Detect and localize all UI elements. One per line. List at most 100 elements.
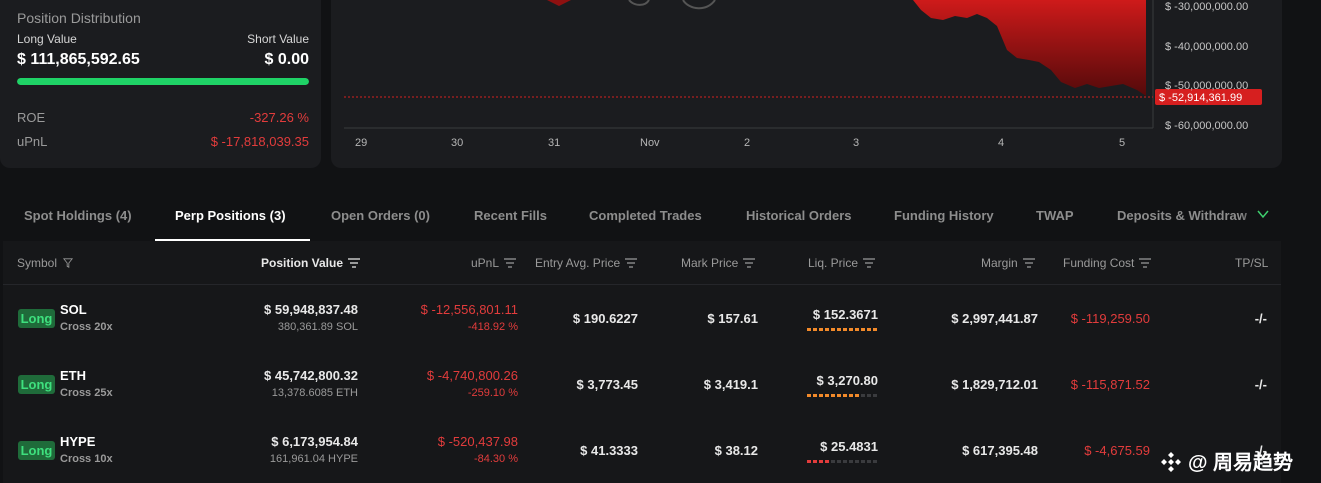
position-value: $ 6,173,954.84 bbox=[271, 434, 358, 449]
col-mark-price[interactable]: Mark Price bbox=[681, 256, 756, 270]
upnl: $ -12,556,801.11 bbox=[420, 302, 518, 317]
tabs-fade bbox=[1240, 192, 1282, 240]
y-tick-label: $ -50,000,000.00 bbox=[1165, 80, 1248, 92]
sort-icon[interactable] bbox=[863, 258, 876, 268]
filter-icon[interactable] bbox=[62, 258, 74, 268]
col-liq-price[interactable]: Liq. Price bbox=[808, 256, 876, 270]
liq-price: $ 25.4831 bbox=[820, 439, 878, 454]
sort-icon[interactable] bbox=[1139, 258, 1152, 268]
pnl-line-fragment-b bbox=[682, 0, 716, 10]
upnl: $ -520,437.98 bbox=[437, 434, 518, 449]
tab-deposits-withdrawals[interactable]: Deposits & Withdraw bbox=[1117, 208, 1247, 223]
tab-perp-positions[interactable]: Perp Positions (3) bbox=[175, 208, 286, 223]
sort-icon[interactable] bbox=[348, 258, 361, 268]
tab-historical-orders[interactable]: Historical Orders bbox=[746, 208, 852, 223]
upnl-value: $ -17,818,039.35 bbox=[210, 134, 309, 149]
upnl-percent: -418.92 % bbox=[467, 321, 518, 333]
tab-spot-holdings[interactable]: Spot Holdings (4) bbox=[24, 208, 132, 223]
col-label: Position Value bbox=[261, 256, 344, 270]
col-label: Margin bbox=[981, 256, 1018, 270]
margin: $ 1,829,712.01 bbox=[951, 377, 1038, 392]
upnl-label: uPnL bbox=[17, 134, 48, 149]
entry-price: $ 41.3333 bbox=[580, 443, 638, 458]
tab-completed-trades[interactable]: Completed Trades bbox=[589, 208, 702, 223]
long-value: $ 111,865,592.65 bbox=[17, 51, 140, 68]
leverage: Cross 10x bbox=[60, 453, 113, 465]
long-share-fill bbox=[17, 78, 309, 85]
sort-icon[interactable] bbox=[743, 258, 756, 268]
sort-icon[interactable] bbox=[625, 258, 638, 268]
tab-open-orders[interactable]: Open Orders (0) bbox=[331, 208, 430, 223]
x-tick-label: 30 bbox=[451, 137, 463, 149]
x-tick-label: 2 bbox=[744, 137, 750, 149]
table-row[interactable]: Long ETH Cross 25x $ 45,742,800.32 13,37… bbox=[3, 351, 1281, 417]
x-tick-label: 4 bbox=[998, 137, 1004, 149]
tab-funding-history[interactable]: Funding History bbox=[894, 208, 994, 223]
upnl: $ -4,740,800.26 bbox=[426, 368, 518, 383]
y-tick-label: $ -60,000,000.00 bbox=[1165, 120, 1248, 132]
liq-risk-meter bbox=[807, 394, 877, 397]
x-tick-label: 31 bbox=[548, 137, 560, 149]
upnl-percent: -259.10 % bbox=[467, 387, 518, 399]
symbol[interactable]: ETH bbox=[60, 368, 86, 383]
col-label: uPnL bbox=[471, 256, 500, 270]
tp-sl[interactable]: -/- bbox=[1254, 443, 1267, 458]
tab-recent-fills[interactable]: Recent Fills bbox=[474, 208, 547, 223]
margin: $ 617,395.48 bbox=[962, 443, 1038, 458]
symbol[interactable]: HYPE bbox=[60, 434, 96, 449]
position-size: 380,361.89 SOL bbox=[277, 321, 358, 333]
tab-twap[interactable]: TWAP bbox=[1036, 208, 1074, 223]
chevron-down-icon[interactable] bbox=[1256, 207, 1270, 221]
side-badge: Long bbox=[18, 375, 55, 394]
short-value-label: Short Value bbox=[247, 32, 309, 46]
table-row[interactable]: Long HYPE Cross 10x $ 6,173,954.84 161,9… bbox=[3, 417, 1281, 483]
side-badge: Long bbox=[18, 309, 55, 328]
pnl-area bbox=[913, 0, 1146, 96]
current-value-tag bbox=[1155, 89, 1262, 105]
liq-price: $ 152.3671 bbox=[812, 307, 878, 322]
x-tick-label: Nov bbox=[640, 137, 660, 149]
sort-icon[interactable] bbox=[1022, 258, 1035, 268]
col-tp-sl: TP/SL bbox=[1235, 256, 1269, 270]
watermark-text: @ 周易趋势 bbox=[1188, 452, 1294, 474]
tp-sl[interactable]: -/- bbox=[1254, 311, 1267, 326]
tp-sl[interactable]: -/- bbox=[1254, 377, 1267, 392]
positions-tabs: Spot Holdings (4) Perp Positions (3) Ope… bbox=[0, 192, 1282, 242]
x-tick-label: 29 bbox=[355, 137, 367, 149]
col-upnl[interactable]: uPnL bbox=[471, 256, 517, 270]
side-badge: Long bbox=[18, 441, 55, 460]
symbol[interactable]: SOL bbox=[60, 302, 87, 317]
pnl-chart: $ -52,914,361.99 $ -30,000,000.00 $ -40,… bbox=[344, 0, 1262, 149]
col-symbol[interactable]: Symbol bbox=[17, 256, 74, 270]
short-value: $ 0.00 bbox=[264, 51, 309, 68]
col-label: Entry Avg. Price bbox=[535, 256, 621, 270]
leverage: Cross 20x bbox=[60, 321, 113, 333]
long-value-label: Long Value bbox=[17, 32, 77, 46]
x-tick-label: 5 bbox=[1119, 137, 1125, 149]
margin: $ 2,997,441.87 bbox=[951, 311, 1038, 326]
liq-price: $ 3,270.80 bbox=[816, 373, 878, 388]
col-position-value[interactable]: Position Value bbox=[261, 256, 361, 270]
col-entry-price[interactable]: Entry Avg. Price bbox=[535, 256, 638, 270]
entry-price: $ 190.6227 bbox=[572, 311, 638, 326]
mark-price: $ 157.61 bbox=[707, 311, 758, 326]
mark-price: $ 3,419.1 bbox=[703, 377, 758, 392]
roe-label: ROE bbox=[17, 110, 46, 125]
watermark: @ 周易趋势 bbox=[1160, 446, 1293, 475]
col-funding-cost[interactable]: Funding Cost bbox=[1063, 256, 1152, 270]
table-header: Symbol Position Value uPnL Entry Avg. Pr… bbox=[3, 241, 1281, 285]
position-value: $ 59,948,837.48 bbox=[264, 302, 358, 317]
leverage: Cross 25x bbox=[60, 387, 113, 399]
table-row[interactable]: Long SOL Cross 20x $ 59,948,837.48 380,3… bbox=[3, 285, 1281, 351]
funding-cost: $ -119,259.50 bbox=[1070, 311, 1150, 326]
entry-price: $ 3,773.45 bbox=[576, 377, 638, 392]
funding-cost: $ -4,675.59 bbox=[1084, 443, 1150, 458]
col-label: Mark Price bbox=[681, 256, 739, 270]
pnl-chart-card: $ -52,914,361.99 $ -30,000,000.00 $ -40,… bbox=[331, 0, 1282, 168]
liq-risk-meter bbox=[807, 460, 877, 463]
sort-icon[interactable] bbox=[504, 258, 517, 268]
funding-cost: $ -115,871.52 bbox=[1070, 377, 1150, 392]
col-margin[interactable]: Margin bbox=[981, 256, 1035, 270]
y-tick-label: $ -30,000,000.00 bbox=[1165, 1, 1248, 13]
liq-risk-meter bbox=[807, 328, 877, 331]
